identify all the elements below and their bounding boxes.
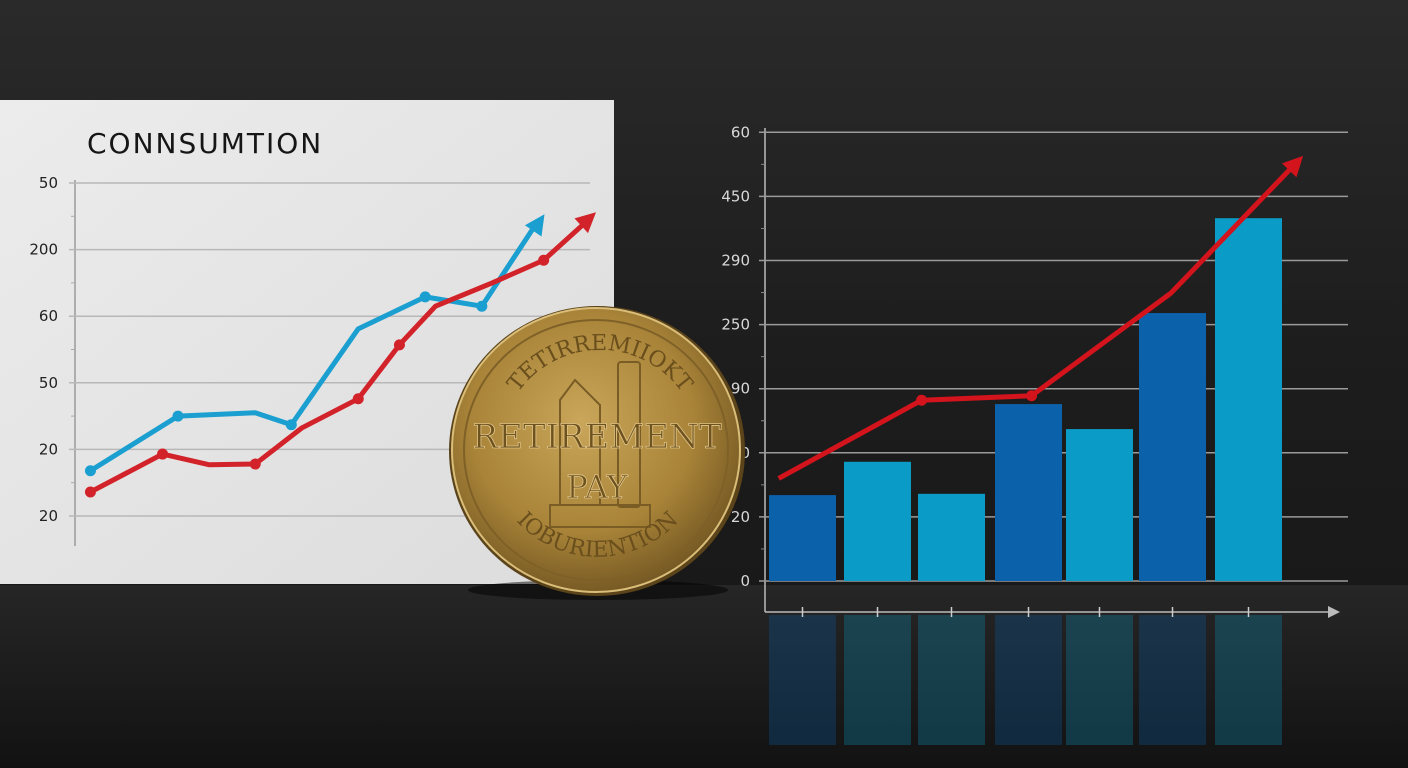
data-point	[84, 465, 96, 477]
chart-title: CONNSUMTION	[87, 127, 323, 160]
trend-arrow-icon	[574, 212, 596, 234]
data-point	[1026, 390, 1038, 402]
trend-arrow-icon	[1282, 155, 1304, 178]
retirement-pay-coin: TETIRREMIIOKT RETIREMENT PAY IOBURIENTIO…	[449, 306, 745, 600]
data-point	[476, 300, 488, 312]
bar-reflection	[1139, 615, 1206, 745]
data-point	[285, 419, 297, 431]
y-tick-label: 450	[721, 187, 750, 205]
x-axis-arrow-icon	[1328, 606, 1340, 618]
bar-4	[995, 404, 1062, 581]
coin-sub-text: PAY	[566, 468, 628, 506]
y-tick-label: 20	[39, 507, 58, 525]
reflective-floor	[0, 585, 1408, 768]
bar-reflection	[844, 615, 911, 745]
y-tick-label: 200	[29, 241, 58, 259]
bar-reflection	[1215, 615, 1282, 745]
y-tick-label: 50	[39, 174, 58, 192]
monument-emblem-icon	[549, 361, 651, 528]
data-point	[916, 394, 928, 406]
data-point	[419, 291, 431, 303]
y-tick-label: 20	[731, 508, 750, 526]
bar-1	[769, 495, 836, 581]
data-point	[538, 254, 550, 266]
bar-reflection	[995, 615, 1062, 745]
data-point	[172, 410, 184, 422]
bar-2	[844, 461, 911, 581]
y-tick-label: 0	[740, 444, 750, 462]
y-tick-label: 290	[721, 252, 750, 270]
trend-arrow-icon	[524, 214, 545, 237]
data-point	[249, 458, 261, 470]
y-tick-label: 0	[740, 572, 750, 590]
bar-reflection	[1066, 615, 1133, 745]
y-tick-label: 20	[39, 440, 58, 458]
data-point	[84, 486, 96, 498]
y-tick-label: 60	[731, 123, 750, 141]
y-tick-label: 250	[721, 316, 750, 334]
y-tick-label: 60	[39, 307, 58, 325]
bar-reflection	[769, 615, 836, 745]
series-line-1	[89, 218, 541, 473]
bar-reflection	[918, 615, 985, 745]
bar-chart: 0 20 0 90 250 290 450 60	[721, 123, 1348, 745]
coin-main-text: RETIREMENT	[472, 417, 721, 457]
bar-3	[918, 493, 985, 581]
bar-6	[1139, 313, 1206, 581]
data-point	[157, 448, 169, 460]
y-tick-label: 50	[39, 374, 58, 392]
bar-5	[1066, 429, 1133, 581]
bar-7	[1215, 218, 1282, 581]
y-tick-label: 90	[731, 380, 750, 398]
data-point	[352, 393, 364, 405]
data-point	[393, 339, 405, 351]
